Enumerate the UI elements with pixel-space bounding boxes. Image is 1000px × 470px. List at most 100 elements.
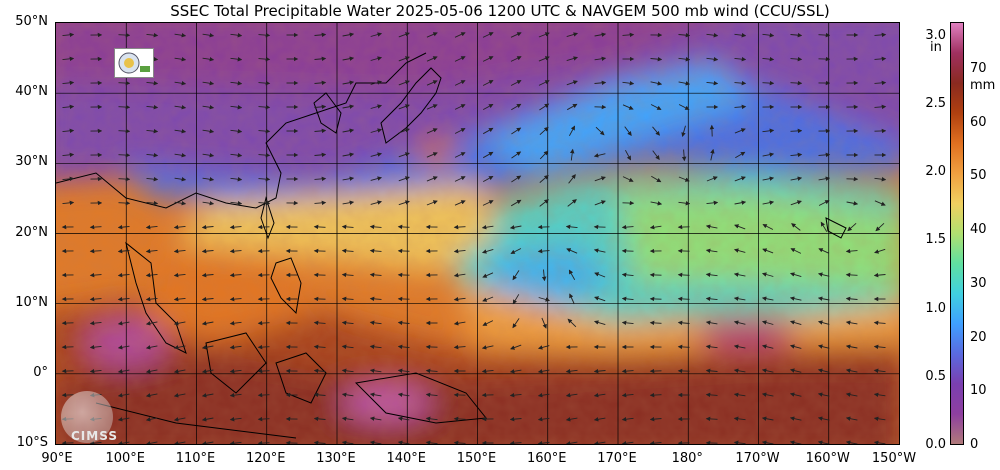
wind-arrow — [510, 56, 522, 62]
wind-arrow — [677, 272, 690, 278]
wind-arrow — [593, 320, 606, 326]
wind-arrow — [89, 272, 102, 278]
wind-arrow — [454, 104, 466, 110]
wind-arrow — [733, 248, 746, 253]
colorbar-mm-tick: 70 — [970, 60, 987, 76]
wind-arrow — [762, 176, 775, 181]
wind-arrow — [761, 440, 774, 444]
wind-arrow — [173, 321, 186, 326]
wind-arrow — [89, 320, 102, 326]
wind-arrow — [541, 317, 547, 329]
wind-arrow — [705, 392, 718, 398]
wind-arrow — [398, 128, 410, 134]
wind-arrow — [397, 440, 410, 444]
wind-arrow — [426, 104, 438, 110]
wind-arrow — [705, 368, 718, 374]
wind-arrow — [202, 81, 215, 86]
wind-arrow — [397, 224, 410, 230]
wind-arrow — [846, 201, 859, 206]
wind-arrow — [569, 125, 575, 137]
wind-arrow — [454, 80, 466, 86]
wind-arrow — [202, 177, 215, 182]
wind-arrow — [733, 344, 746, 349]
wind-arrow — [705, 320, 718, 325]
wind-arrow — [733, 368, 746, 373]
wind-arrow — [873, 440, 886, 444]
wind-arrow — [453, 440, 466, 444]
wind-arrow — [173, 248, 186, 254]
wind-arrow — [539, 126, 549, 136]
wind-arrow — [370, 56, 383, 61]
wind-arrow — [62, 56, 75, 62]
colorbar-inch-tick: 0.5 — [925, 368, 946, 384]
wind-arrow — [201, 272, 214, 278]
wind-arrow — [145, 272, 158, 278]
wind-arrow — [734, 176, 746, 182]
wind-arrow — [569, 148, 575, 161]
wind-arrow — [398, 152, 410, 158]
wind-arrow — [510, 199, 522, 207]
wind-arrow — [118, 128, 131, 134]
wind-arrow — [229, 392, 242, 398]
wind-arrow — [258, 104, 271, 110]
wind-arrow — [705, 416, 718, 422]
wind-arrow — [482, 296, 494, 302]
wind-arrow — [565, 441, 578, 444]
wind-arrow — [313, 416, 326, 422]
wind-arrow — [789, 392, 802, 397]
wind-arrow — [313, 392, 326, 398]
wind-arrow — [202, 33, 215, 38]
colorbar-mm-tick: 40 — [970, 222, 987, 237]
wind-arrow — [453, 321, 466, 326]
wind-arrow — [173, 272, 186, 278]
wind-arrow — [454, 56, 466, 62]
wind-arrow — [873, 320, 886, 326]
wind-arrow — [117, 441, 130, 444]
wind-arrow — [229, 368, 242, 374]
wind-arrow — [342, 152, 355, 157]
wind-arrow — [538, 80, 550, 86]
wind-arrow — [621, 368, 634, 374]
wind-arrow — [762, 80, 775, 86]
wind-arrow — [650, 201, 663, 206]
wind-arrow — [482, 56, 494, 62]
wind-arrow — [229, 272, 242, 278]
wind-arrow — [482, 176, 494, 182]
wind-arrow — [62, 80, 75, 86]
wind-arrow — [118, 80, 131, 86]
wind-arrow — [594, 176, 606, 182]
wind-arrow — [817, 368, 830, 373]
wind-arrow — [173, 345, 186, 350]
wind-arrow — [873, 368, 886, 374]
wind-arrow — [454, 152, 466, 158]
wind-arrow — [369, 296, 382, 302]
wind-arrow — [481, 225, 494, 230]
wind-arrow — [481, 345, 494, 350]
wind-arrow — [201, 224, 214, 230]
wind-arrow — [145, 248, 158, 254]
wind-arrow — [538, 32, 550, 38]
ssec-logo — [114, 48, 154, 78]
wind-arrow — [313, 440, 326, 444]
wind-arrow — [734, 32, 747, 38]
wind-arrow — [426, 176, 438, 182]
wind-arrow — [733, 440, 746, 444]
wind-arrow — [202, 105, 215, 110]
wind-arrow — [369, 320, 382, 326]
wind-arrow — [509, 225, 522, 230]
wind-arrow — [734, 224, 746, 230]
wind-arrow — [117, 369, 130, 374]
wind-arrow — [62, 32, 75, 38]
wind-arrow — [370, 32, 383, 37]
wind-arrow — [539, 199, 549, 207]
wind-arrow — [342, 128, 355, 133]
wind-arrow — [258, 200, 271, 206]
wind-arrow — [650, 81, 663, 86]
wind-arrow — [820, 221, 828, 232]
wind-arrow — [681, 125, 686, 138]
wind-arrow — [678, 56, 691, 62]
wind-arrow — [566, 32, 579, 38]
wind-arrow — [230, 56, 243, 62]
wind-arrow — [146, 152, 159, 158]
latitude-label: 10°N — [15, 294, 48, 310]
